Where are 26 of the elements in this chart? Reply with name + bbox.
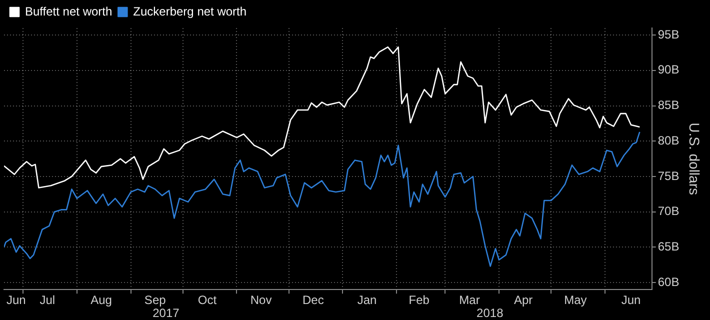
x-tick-label: Jun [621, 293, 641, 308]
x-tick-label: May [564, 293, 587, 308]
legend-label: Zuckerberg net worth [133, 4, 247, 18]
y-axis-title: U.S. dollars [686, 122, 703, 195]
y-tick-label: 90B [658, 62, 680, 77]
x-tick-label: Nov [250, 293, 272, 308]
x-tick-label: Jun [6, 293, 26, 308]
x-tick-label: Jan [357, 293, 377, 308]
x-tick-label: Aug [90, 293, 112, 308]
x-tick-label: Feb [408, 293, 430, 308]
text: 2017 [152, 306, 180, 320]
x-tick-label: Dec [302, 293, 324, 308]
y-tick-label: 95B [658, 27, 680, 42]
y-tick-label: 60B [658, 274, 680, 289]
x-tick-label: Oct [198, 293, 218, 308]
x-tick-label: Jul [40, 293, 56, 308]
x-tick-label: Sep [144, 293, 166, 308]
legend-label: Buffett net worth [25, 4, 112, 18]
y-tick-label: 75B [658, 168, 680, 183]
y-tick-label: 85B [658, 98, 680, 112]
text: 2018 [476, 306, 504, 320]
x-tick-label: Apr [514, 293, 533, 308]
y-tick-label: 65B [658, 239, 680, 254]
x-tick-label: Mar [459, 293, 480, 308]
y-tick-label: 70B [658, 204, 680, 218]
y-tick-label: 80B [658, 133, 680, 148]
